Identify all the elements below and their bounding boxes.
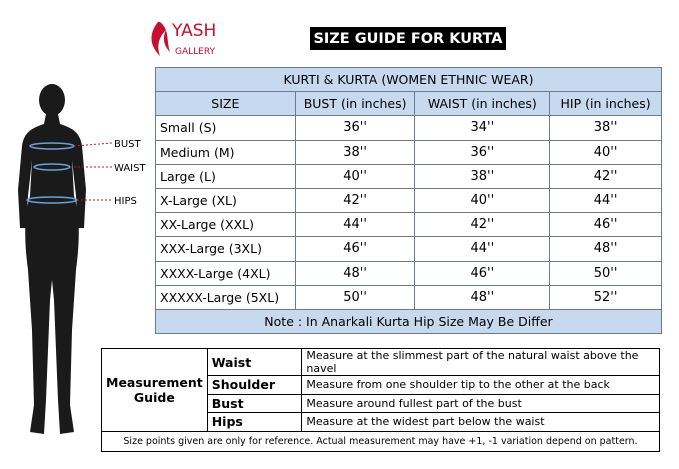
size-cell: XX-Large (XXL) bbox=[155, 212, 296, 238]
size-row: X-Large (XL) 42'' 40'' 44'' bbox=[155, 187, 662, 214]
guide-name: Hips bbox=[206, 412, 303, 432]
note-row: Note : In Anarkali Kurta Hip Size May Be… bbox=[155, 308, 662, 335]
column-header: BUST (in inches) bbox=[294, 91, 416, 117]
measurement-cell: 44'' bbox=[549, 187, 662, 214]
size-row: Small (S) 36'' 34'' 38'' bbox=[155, 115, 662, 141]
caption-row: KURTI & KURTA (WOMEN ETHNIC WEAR) bbox=[155, 66, 662, 93]
measurement-cell: 38'' bbox=[549, 115, 662, 141]
measurement-cell: 50'' bbox=[294, 284, 416, 310]
measurement-cell: 38'' bbox=[294, 139, 416, 165]
guide-footnote: Size points given are only for reference… bbox=[101, 430, 660, 452]
size-row: XX-Large (XXL) 44'' 42'' 46'' bbox=[155, 212, 662, 238]
guide-description: Measure around fullest part of the bust bbox=[301, 393, 660, 413]
size-row: XXX-Large (3XL) 46'' 44'' 48'' bbox=[155, 236, 662, 262]
guide-name: Shoulder bbox=[206, 375, 303, 395]
column-header: SIZE bbox=[155, 91, 296, 117]
title-box bbox=[310, 27, 506, 50]
size-table: KURTI & KURTA (WOMEN ETHNIC WEAR) SIZE BUS… bbox=[155, 66, 662, 335]
measurement-cell: 44'' bbox=[414, 236, 551, 262]
table-caption: KURTI & KURTA (WOMEN ETHNIC WEAR) bbox=[155, 66, 662, 93]
measurement-cell: 48'' bbox=[414, 284, 551, 310]
logo-subtitle: GALLERY bbox=[175, 47, 216, 57]
measurement-cell: 48'' bbox=[549, 236, 662, 262]
size-cell: XXXX-Large (4XL) bbox=[155, 260, 296, 286]
footnote-row: Size points given are only for reference… bbox=[101, 430, 660, 452]
size-row: Medium (M) 38'' 36'' 40'' bbox=[155, 139, 662, 165]
guide-name: Waist bbox=[206, 348, 303, 376]
measurement-cell: 44'' bbox=[294, 212, 416, 238]
size-row: XXXX-Large (4XL) 48'' 46'' 50'' bbox=[155, 260, 662, 286]
size-cell: Large (L) bbox=[155, 163, 296, 189]
guide-label: Measurement Guide bbox=[101, 348, 208, 432]
guide-name: Bust bbox=[206, 393, 303, 413]
measurement-cell: 38'' bbox=[414, 163, 551, 189]
measurement-cell: 42'' bbox=[414, 212, 551, 238]
logo-mark bbox=[151, 22, 170, 56]
size-row: Large (L) 40'' 38'' 42'' bbox=[155, 163, 662, 189]
measurement-cell: 40'' bbox=[294, 163, 416, 189]
measurement-cell: 46'' bbox=[414, 260, 551, 286]
guide-description: Measure at the widest part below the wai… bbox=[301, 412, 660, 432]
guide-description: Measure at the slimmest part of the natu… bbox=[301, 348, 660, 376]
measurement-cell: 46'' bbox=[549, 212, 662, 238]
column-header: WAIST (in inches) bbox=[414, 91, 551, 117]
figure-label: BUST bbox=[114, 139, 142, 150]
title: SIZE GUIDE FOR KURTA bbox=[313, 31, 503, 47]
measurement-cell: 52'' bbox=[549, 284, 662, 310]
guide-row: Hips Measure at the widest part below the… bbox=[102, 412, 660, 432]
table-note: Note : In Anarkali Kurta Hip Size May Be… bbox=[155, 308, 662, 335]
measurement-cell: 48'' bbox=[294, 260, 416, 286]
size-cell: Medium (M) bbox=[155, 139, 296, 165]
guide-description: Measure from one shoulder tip to the oth… bbox=[301, 375, 660, 395]
figure-label: HIPS bbox=[114, 196, 137, 207]
measurement-cell: 50'' bbox=[549, 260, 662, 286]
figure-label: WAIST bbox=[114, 163, 146, 174]
column-header: HIP (in inches) bbox=[549, 91, 662, 117]
measurement-cell: 42'' bbox=[294, 187, 416, 214]
size-cell: XXX-Large (3XL) bbox=[155, 236, 296, 262]
measurement-cell: 40'' bbox=[414, 187, 551, 214]
size-cell: XXXXX-Large (5XL) bbox=[155, 284, 296, 310]
guide-row: Measurement Guide Waist Measure at the sli… bbox=[101, 348, 660, 432]
measurement-cell: 46'' bbox=[294, 236, 416, 262]
measurement-cell: 36'' bbox=[414, 139, 551, 165]
header-row: SIZE BUST (in inches) WAIST (in inches) HIP… bbox=[155, 91, 662, 117]
measurement-guide: Measurement Guide Waist Measure at the sli… bbox=[101, 348, 660, 452]
measurement-cell: 36'' bbox=[294, 115, 416, 141]
size-cell: Small (S) bbox=[155, 115, 296, 141]
size-cell: X-Large (XL) bbox=[155, 187, 296, 214]
measurement-cell: 42'' bbox=[549, 163, 662, 189]
silhouette bbox=[18, 84, 86, 434]
logo-name: YASH bbox=[171, 21, 216, 41]
measurement-cell: 34'' bbox=[414, 115, 551, 141]
size-row: XXXXX-Large (5XL) 50'' 48'' 52'' bbox=[155, 284, 662, 310]
measurement-cell: 40'' bbox=[549, 139, 662, 165]
